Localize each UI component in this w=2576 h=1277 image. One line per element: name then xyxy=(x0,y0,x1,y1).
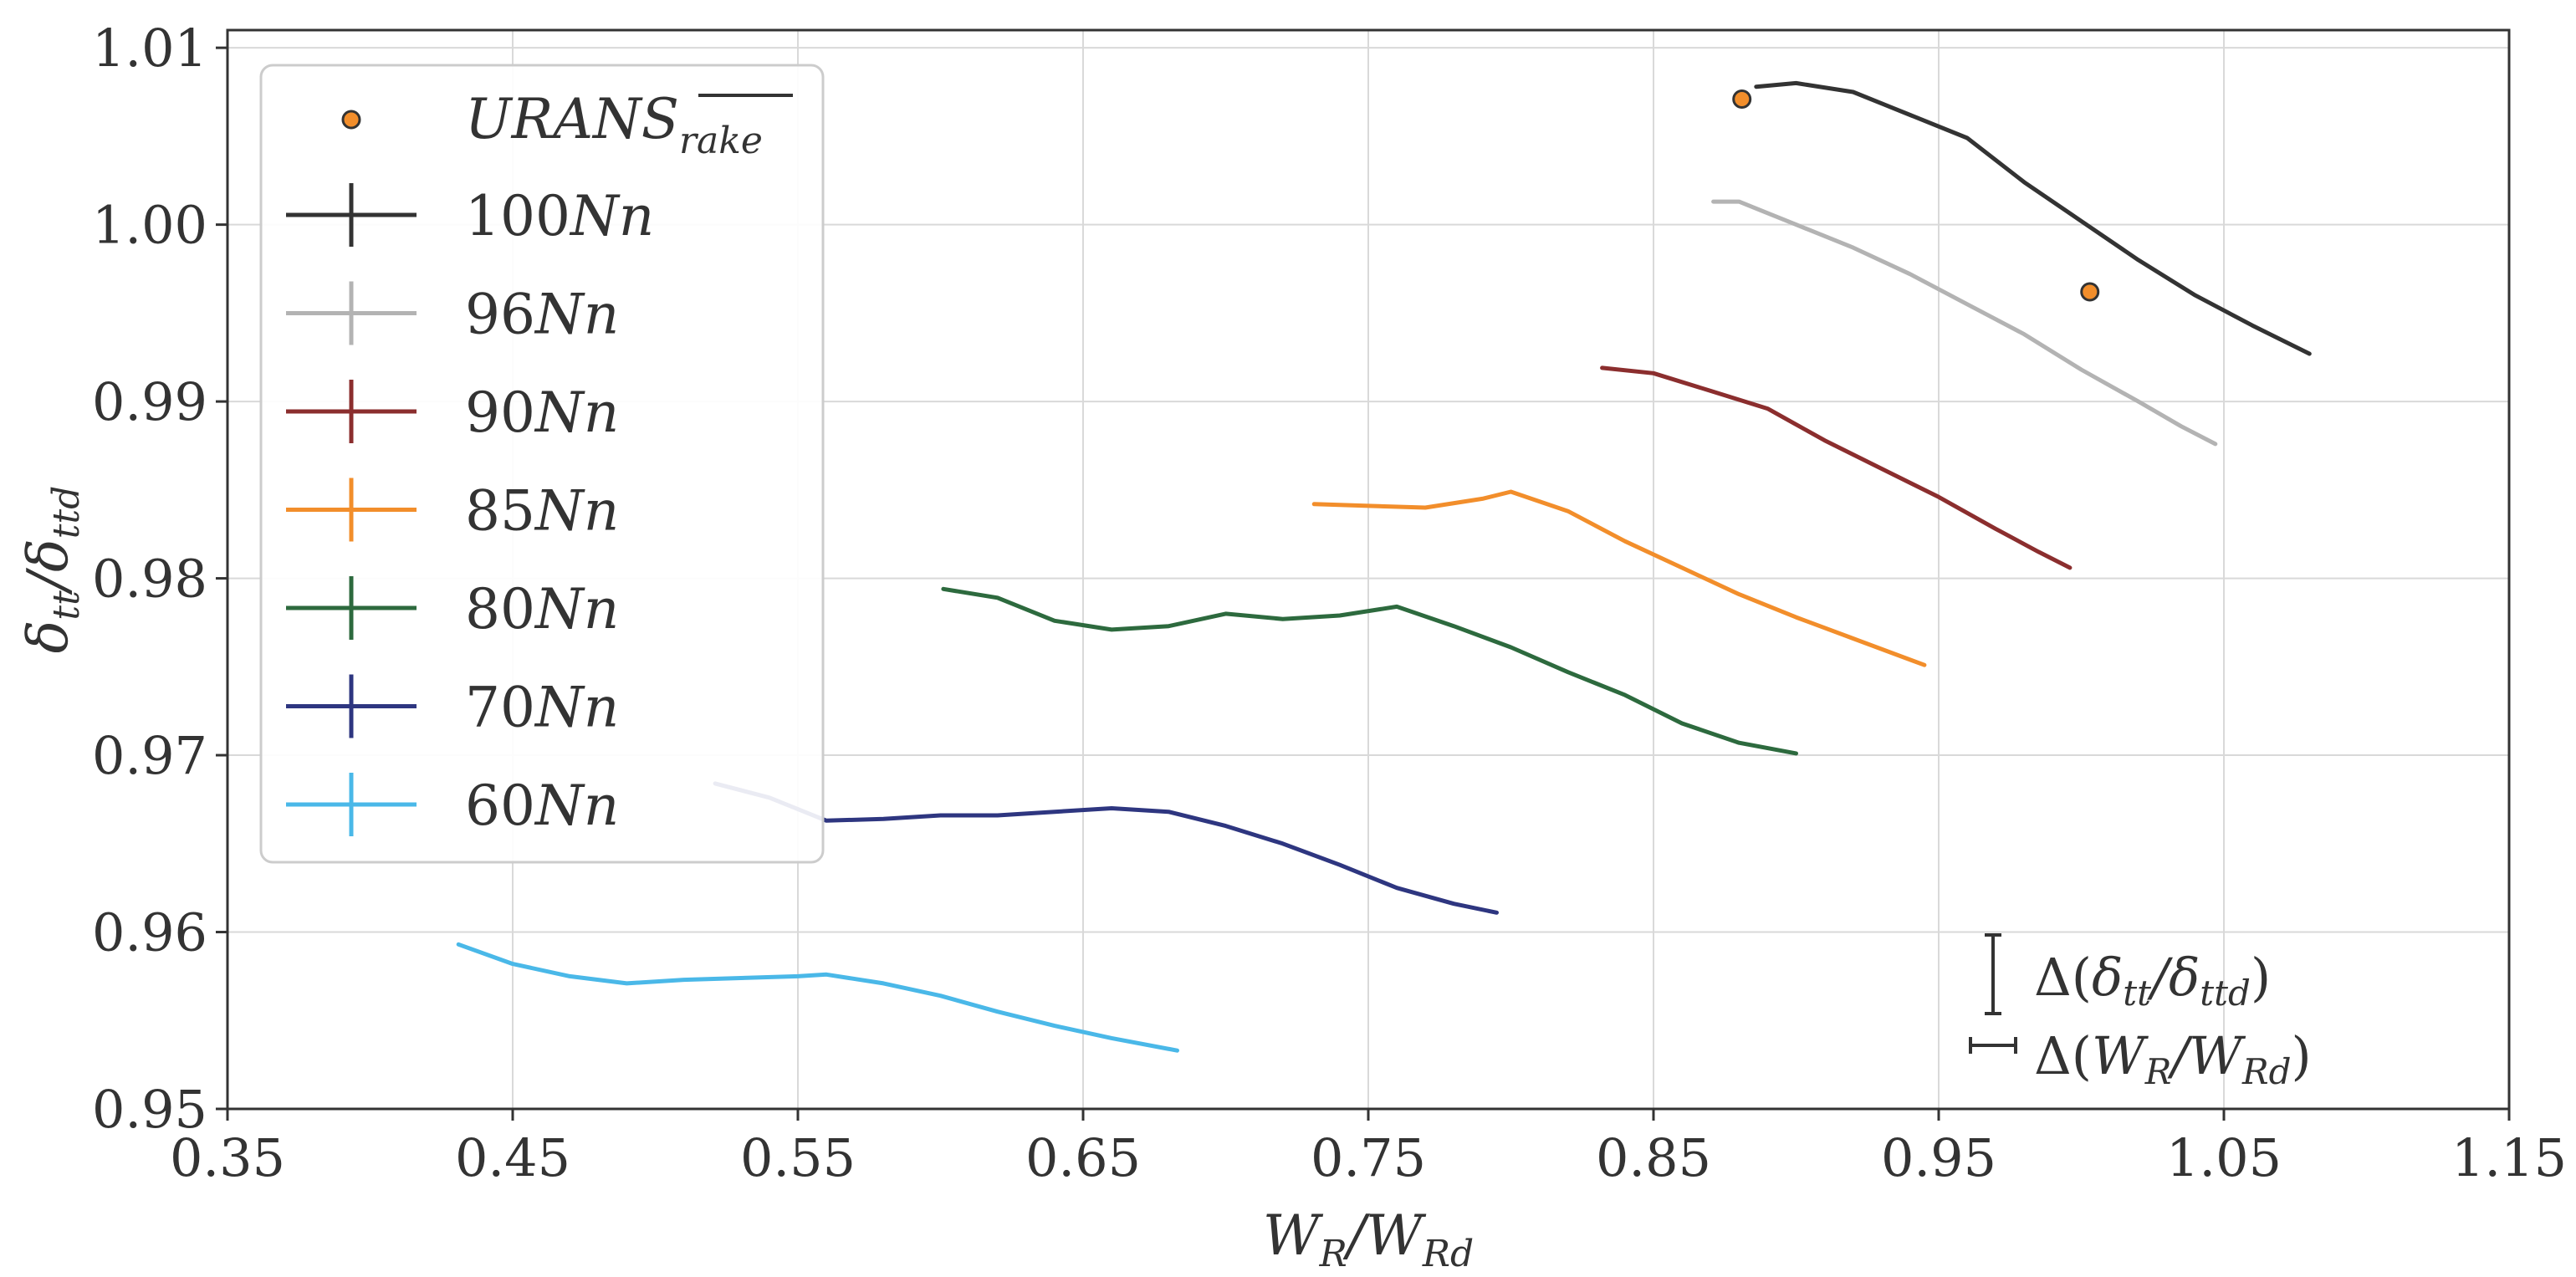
legend-label-unit: Nn xyxy=(534,577,619,641)
legend-scatter-marker xyxy=(341,110,361,130)
series-line-100Nn xyxy=(1754,80,2312,356)
x-tick-label: 0.65 xyxy=(1025,1127,1141,1188)
y-axis-ticks: 0.95 0.96 0.97 0.98 0.99 1.00 1.01 xyxy=(92,18,227,1140)
legend-label-number: 96 xyxy=(465,283,535,347)
legend-label-number: 90 xyxy=(465,381,535,445)
x-tick-label: 0.95 xyxy=(1881,1127,1996,1188)
legend-label-unit: Nn xyxy=(534,774,619,838)
legend-label-number: 80 xyxy=(465,577,535,641)
legend-box xyxy=(259,64,825,864)
x-tick-label: 1.05 xyxy=(2166,1127,2282,1188)
legend-label-number: 70 xyxy=(465,676,535,740)
legend-label-100Nn: 100Nn xyxy=(465,184,654,248)
y-tick-label: 0.97 xyxy=(92,725,207,786)
y-tick-label: 1.01 xyxy=(92,18,207,79)
legend-label-unit: Nn xyxy=(569,184,654,248)
legend-label-85Nn: 85Nn xyxy=(465,479,619,544)
series-line-90Nn xyxy=(1600,365,2073,570)
legend-label-number: 85 xyxy=(465,479,535,544)
y-tick-label: 0.99 xyxy=(92,371,207,432)
legend-label-unit: Nn xyxy=(534,381,619,445)
y-tick-label: 0.95 xyxy=(92,1079,207,1140)
legend-label-unit: Nn xyxy=(534,676,619,740)
series-line-85Nn xyxy=(1311,489,1927,667)
series-lines xyxy=(456,80,2312,1053)
legend-urans-main: URANS xyxy=(465,87,679,151)
legend-label-unit: Nn xyxy=(534,479,619,544)
series-line-60Nn xyxy=(456,942,1179,1053)
series-line-80Nn xyxy=(941,586,1798,756)
y-tick-label: 0.96 xyxy=(92,902,207,963)
x-tick-label: 0.45 xyxy=(455,1127,570,1188)
x-tick-label: 0.35 xyxy=(170,1127,285,1188)
x-tick-label: 0.75 xyxy=(1311,1127,1426,1188)
legend-label-96Nn: 96Nn xyxy=(465,283,619,347)
series-line-70Nn xyxy=(713,781,1499,915)
legend-label-number: 100 xyxy=(465,184,570,248)
x-axis-label: WR/WRd xyxy=(1263,1203,1474,1275)
legend-label-urans: URANSrake xyxy=(465,87,763,162)
y-tick-label: 1.00 xyxy=(92,195,207,256)
legend-label-70Nn: 70Nn xyxy=(465,676,619,740)
y-tick-label: 0.98 xyxy=(92,549,207,610)
x-tick-label: 1.15 xyxy=(2451,1127,2567,1188)
legend-urans-sub: rake xyxy=(679,120,763,162)
legend-label-80Nn: 80Nn xyxy=(465,577,619,641)
series-line-96Nn xyxy=(1711,199,2218,447)
scatter-point-urans xyxy=(1732,89,1752,109)
legend-label-unit: Nn xyxy=(534,283,619,347)
legend-label-number: 60 xyxy=(465,774,535,838)
legend-label-90Nn: 90Nn xyxy=(465,381,619,445)
x-axis-ticks: 0.35 0.45 0.55 0.65 0.75 0.85 0.95 1.05 1.15 xyxy=(170,1109,2567,1188)
x-tick-label: 0.55 xyxy=(740,1127,856,1188)
legend-label-60Nn: 60Nn xyxy=(465,774,619,838)
x-tick-label: 0.85 xyxy=(1596,1127,1711,1188)
scatter-point-urans xyxy=(2080,282,2100,302)
scatter-points xyxy=(1732,89,2100,302)
